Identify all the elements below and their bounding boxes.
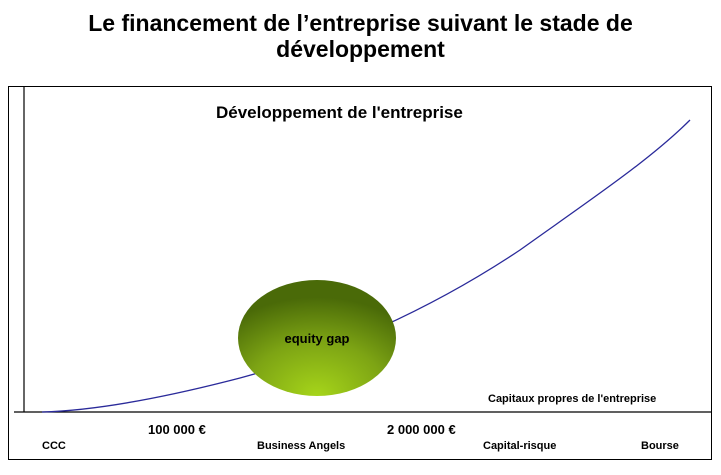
stage-label-business-angels: Business Angels — [257, 440, 346, 452]
threshold-label-100k: 100 000 € — [148, 422, 206, 437]
stage-label-ccc: CCC — [42, 440, 66, 452]
diagram-frame — [8, 86, 712, 460]
equity-gap-circle — [238, 280, 396, 396]
page-title: Le financement de l’entreprise suivant l… — [0, 10, 721, 62]
x-axis-label: Capitaux propres de l'entreprise — [488, 393, 657, 405]
curve-label: Développement de l'entreprise — [216, 103, 463, 122]
threshold-label-2m: 2 000 000 € — [387, 422, 456, 437]
page-title-line-2: développement — [276, 36, 445, 62]
stage-label-bourse: Bourse — [641, 440, 679, 452]
page-title-line-1: Le financement de l’entreprise suivant l… — [88, 10, 633, 36]
stage-label-capital-risque: Capital-risque — [483, 440, 557, 452]
